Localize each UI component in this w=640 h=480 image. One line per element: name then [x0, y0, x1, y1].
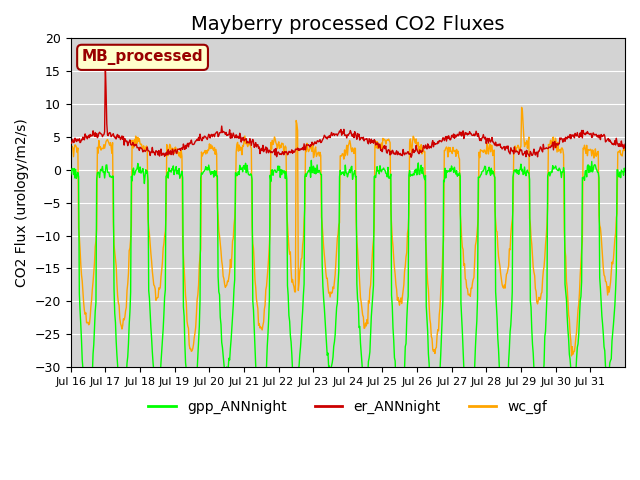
Text: MB_processed: MB_processed [82, 49, 204, 65]
Legend: gpp_ANNnight, er_ANNnight, wc_gf: gpp_ANNnight, er_ANNnight, wc_gf [143, 394, 553, 419]
Title: Mayberry processed CO2 Fluxes: Mayberry processed CO2 Fluxes [191, 15, 504, 34]
Y-axis label: CO2 Flux (urology/m2/s): CO2 Flux (urology/m2/s) [15, 118, 29, 287]
